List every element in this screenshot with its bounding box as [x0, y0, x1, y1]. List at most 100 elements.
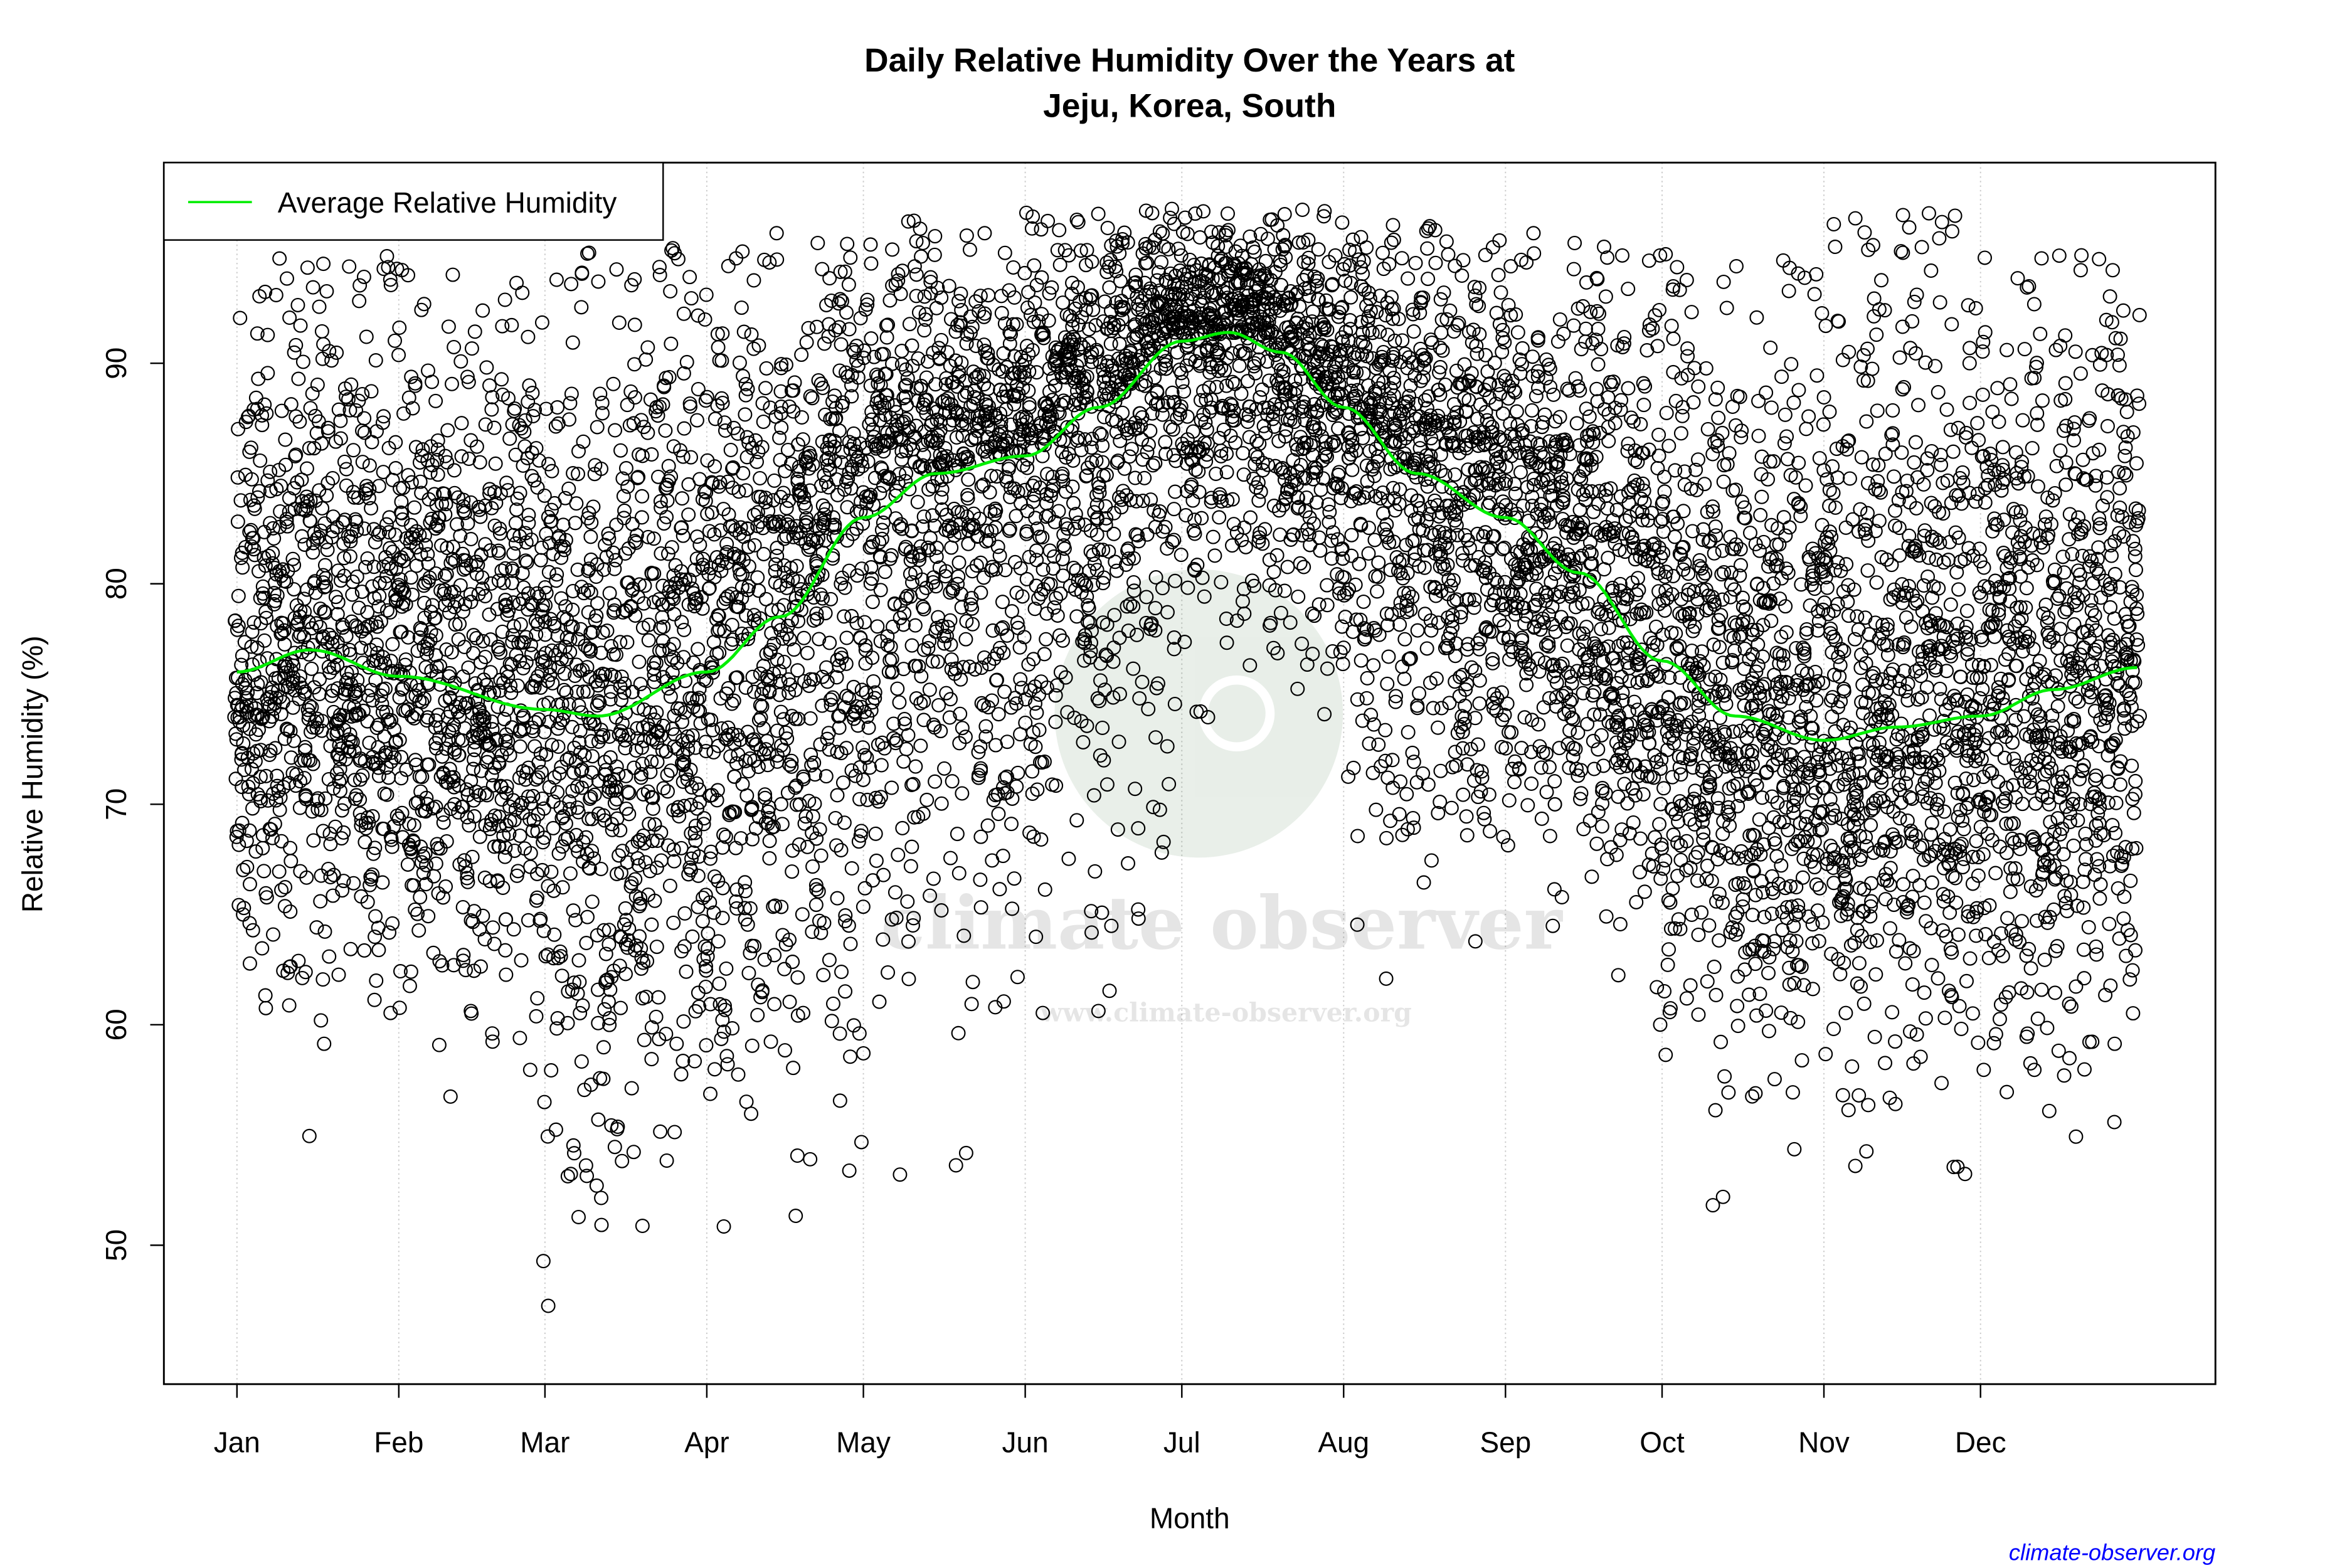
data-point	[322, 344, 337, 359]
data-point	[375, 875, 390, 890]
data-point	[368, 909, 383, 924]
data-point	[312, 620, 327, 635]
data-point	[811, 373, 826, 388]
data-point	[282, 776, 297, 791]
data-point	[432, 1037, 447, 1052]
data-point	[736, 466, 751, 481]
data-point	[640, 340, 655, 355]
data-point	[683, 399, 698, 414]
data-point	[441, 319, 456, 334]
data-point	[584, 515, 599, 530]
data-point	[825, 996, 840, 1011]
data-point	[1028, 739, 1043, 755]
data-point	[401, 630, 416, 645]
data-point	[291, 371, 306, 386]
data-point	[527, 715, 543, 730]
data-point	[1066, 560, 1081, 575]
data-point	[418, 877, 433, 892]
data-point	[590, 420, 605, 435]
data-point	[426, 945, 441, 960]
data-point	[404, 475, 419, 490]
data-point	[456, 499, 471, 514]
data-point	[790, 1148, 805, 1163]
data-point	[299, 489, 314, 504]
data-point	[527, 403, 543, 418]
data-point	[573, 1005, 588, 1020]
data-point	[921, 482, 936, 497]
data-point	[253, 791, 268, 805]
data-point	[245, 801, 260, 816]
data-point	[331, 402, 346, 417]
data-point	[635, 1219, 650, 1234]
data-point	[482, 874, 497, 889]
data-point	[478, 417, 493, 432]
data-point	[839, 630, 854, 645]
data-point	[258, 988, 273, 1003]
data-point	[415, 770, 430, 785]
data-point	[355, 768, 370, 783]
data-point	[1013, 672, 1028, 687]
data-point	[526, 724, 541, 739]
data-point	[274, 882, 289, 898]
data-point	[951, 294, 967, 309]
data-point	[698, 887, 713, 903]
data-point	[382, 714, 397, 729]
data-point	[420, 635, 435, 650]
data-point	[487, 420, 502, 435]
data-point	[303, 753, 318, 768]
data-point	[550, 785, 565, 800]
data-point	[378, 576, 393, 591]
data-point	[487, 936, 502, 951]
data-point	[538, 580, 553, 595]
data-point	[416, 297, 432, 312]
data-point	[543, 660, 558, 675]
data-point	[305, 756, 320, 771]
data-point	[1242, 430, 1257, 445]
data-point	[305, 386, 320, 401]
data-point	[958, 632, 973, 647]
data-point	[371, 527, 386, 542]
data-point	[689, 529, 704, 544]
data-point	[445, 539, 460, 554]
data-point	[562, 802, 577, 817]
data-point	[274, 615, 289, 630]
data-point	[243, 440, 258, 455]
data-point	[505, 563, 520, 578]
data-point	[469, 784, 484, 799]
data-point	[280, 271, 294, 286]
data-point	[677, 906, 692, 921]
data-point	[1124, 442, 1139, 457]
data-point	[277, 637, 292, 652]
data-point	[589, 1178, 604, 1193]
data-point	[1037, 647, 1052, 662]
data-point	[574, 300, 589, 315]
data-point	[530, 617, 545, 632]
data-point	[317, 580, 332, 595]
data-point	[556, 517, 571, 532]
data-point	[545, 675, 560, 691]
data-point	[813, 848, 829, 863]
data-point	[591, 1112, 606, 1127]
data-point	[1102, 983, 1117, 999]
data-point	[287, 733, 302, 748]
data-point	[283, 854, 299, 869]
data-point	[959, 228, 974, 243]
data-point	[1242, 399, 1257, 414]
data-point	[458, 859, 473, 874]
data-point	[1029, 365, 1044, 380]
data-point	[336, 620, 351, 635]
data-point	[805, 825, 820, 840]
data-point	[903, 859, 918, 874]
data-point	[488, 456, 503, 471]
data-point	[485, 778, 501, 793]
data-point	[899, 741, 914, 756]
data-point	[489, 731, 504, 746]
data-point	[236, 736, 251, 751]
data-point	[536, 923, 551, 938]
data-point	[407, 500, 422, 515]
data-point	[527, 680, 542, 695]
data-point	[555, 880, 570, 895]
watermark: climate observer www.climate-observer.or…	[881, 569, 1564, 1028]
data-point	[585, 844, 600, 859]
data-point	[491, 639, 506, 654]
